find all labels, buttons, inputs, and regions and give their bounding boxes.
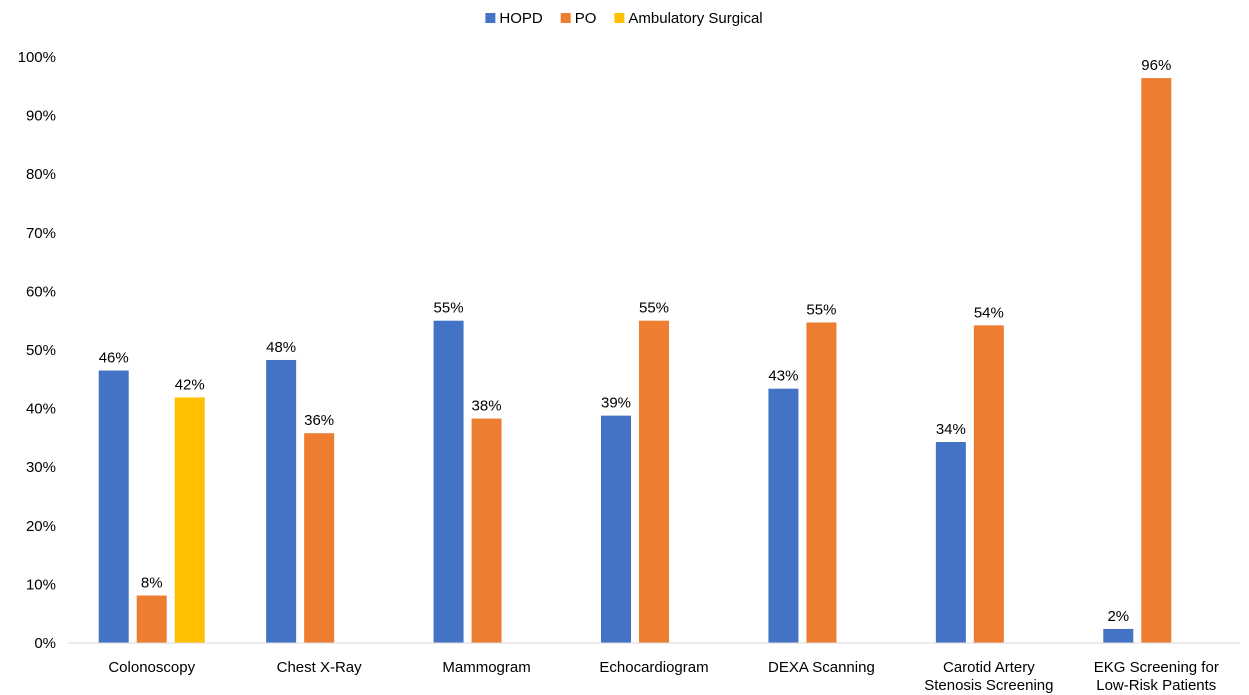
bar: [1141, 78, 1172, 643]
bar: [174, 397, 205, 643]
bar: [136, 595, 167, 643]
legend-swatch: [560, 13, 571, 23]
y-tick-label: 70%: [26, 225, 56, 242]
legend-label: Ambulatory Surgical: [628, 10, 762, 27]
bar: [304, 433, 335, 643]
y-tick-label: 50%: [26, 342, 56, 359]
y-tick-label: 30%: [26, 459, 56, 476]
x-axis: Colonoscopy Chest X-Ray Mammogram Echocardi…: [68, 642, 1240, 694]
x-category-label: Echocardiogram: [599, 659, 708, 676]
legend-label: PO: [575, 10, 597, 27]
x-category-label: Colonoscopy: [108, 659, 195, 676]
bar: [935, 442, 966, 643]
data-label: 42%: [175, 376, 205, 393]
data-label: 43%: [768, 368, 798, 385]
data-label: 46%: [99, 350, 129, 367]
data-label: 48%: [266, 339, 296, 356]
bar: [1103, 628, 1134, 643]
data-label: 54%: [974, 304, 1004, 321]
y-tick-label: 100%: [18, 49, 56, 66]
y-tick-label: 10%: [26, 576, 56, 593]
y-tick-label: 90%: [26, 108, 56, 125]
y-axis: 0% 10% 20% 30% 40% 50% 60% 70% 80% 90% 100%: [18, 49, 56, 652]
bar: [973, 325, 1004, 643]
data-label: 55%: [639, 300, 669, 317]
data-label: 55%: [806, 301, 836, 318]
x-category-label: DEXA Scanning: [768, 659, 875, 676]
x-category-label: Mammogram: [442, 659, 530, 676]
data-label: 38%: [472, 398, 502, 415]
bar: [471, 418, 502, 643]
bar: [98, 370, 129, 643]
y-tick-label: 40%: [26, 401, 56, 418]
data-label: 34%: [936, 421, 966, 438]
bar: [433, 320, 464, 643]
legend: HOPD PO Ambulatory Surgical: [485, 10, 763, 27]
data-label: 96%: [1141, 57, 1171, 74]
x-category-label: Stenosis Screening: [924, 677, 1053, 694]
bar: [266, 359, 297, 643]
data-label: 39%: [601, 395, 631, 412]
y-tick-label: 60%: [26, 283, 56, 300]
y-tick-label: 80%: [26, 166, 56, 183]
data-label: 36%: [304, 412, 334, 429]
data-labels: 46% 8% 42% 48% 36% 55% 38% 39% 55% 43% 55% 34% 54% 2%…: [99, 57, 1172, 625]
bar: [601, 415, 631, 643]
data-label: 2%: [1107, 608, 1129, 625]
bar: [806, 322, 837, 643]
data-label: 8%: [141, 575, 163, 592]
x-category-label: Carotid Artery: [943, 659, 1035, 676]
legend-swatch: [485, 13, 496, 23]
y-tick-label: 20%: [26, 518, 56, 535]
x-category-label: Low-Risk Patients: [1096, 677, 1216, 694]
data-label: 55%: [434, 300, 464, 317]
bar: [768, 388, 799, 643]
x-category-label: Chest X-Ray: [277, 659, 363, 676]
legend-label: HOPD: [499, 10, 543, 27]
bar: [639, 320, 669, 643]
y-tick-label: 0%: [34, 635, 56, 652]
legend-swatch: [614, 13, 625, 23]
x-category-label: EKG Screening for: [1094, 659, 1219, 676]
bars: [98, 78, 1172, 643]
